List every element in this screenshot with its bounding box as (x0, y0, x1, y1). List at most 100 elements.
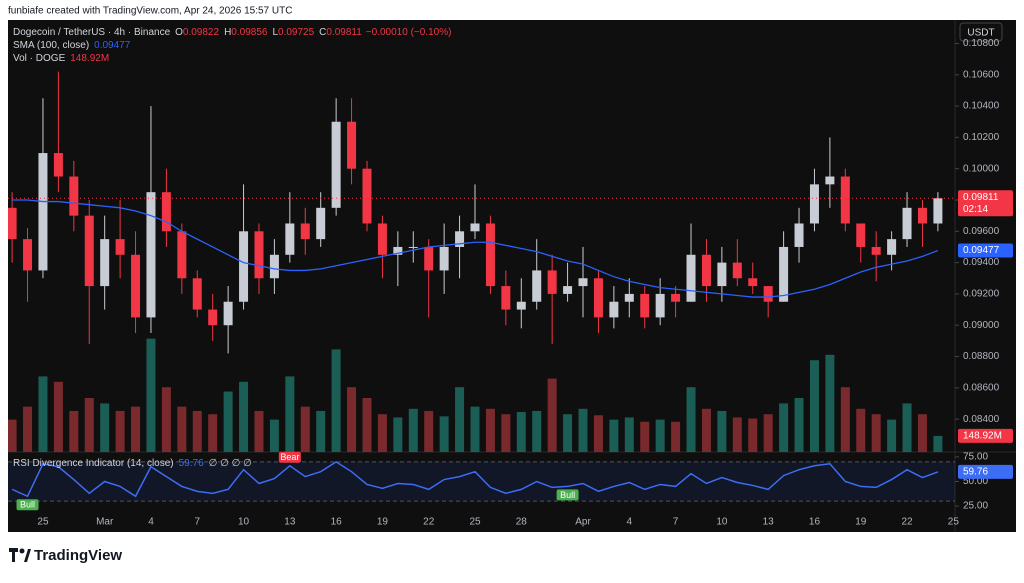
volume-bar (316, 410, 326, 452)
volume-bar (794, 398, 804, 452)
candle-body (424, 246, 434, 271)
main-pane (8, 71, 943, 452)
x-tick-label: 16 (809, 517, 821, 528)
volume-bar (254, 410, 264, 452)
candle-body (593, 278, 603, 318)
candle-body (146, 192, 156, 318)
x-tick-label: 19 (855, 517, 867, 528)
rsi-annotation-box (16, 499, 39, 511)
candle-body (624, 293, 634, 302)
x-tick-label: 10 (238, 517, 250, 528)
volume-bar (69, 410, 79, 452)
volume-bar (609, 419, 619, 452)
y-tick-label: 0.10200 (963, 132, 1000, 143)
rsi-tick-label: 50.00 (963, 476, 988, 487)
currency-button[interactable] (959, 22, 1003, 42)
volume-bar (578, 408, 588, 452)
rsi-annotation-box (556, 489, 579, 501)
volume-bar (686, 387, 696, 452)
x-tick-label: 25 (37, 517, 49, 528)
volume-bar (856, 408, 866, 452)
candle-body (223, 301, 233, 326)
legend-text: RSI Divergence Indicator (14, close) (13, 458, 174, 469)
y-tick-label: 0.10000 (963, 163, 1000, 174)
candle-body (887, 239, 897, 255)
x-tick-label: 4 (627, 517, 633, 528)
currency[interactable]: USDT (967, 28, 994, 39)
volume-bar (748, 418, 758, 452)
x-tick-label: 10 (716, 517, 728, 528)
candle-body (856, 223, 866, 247)
candle-body (439, 246, 449, 271)
candle-body (254, 231, 264, 279)
candle-body (501, 286, 511, 310)
candle-body (300, 223, 310, 240)
volume-bar (161, 387, 171, 452)
volume-bar (887, 419, 897, 452)
volume-bar (933, 435, 943, 452)
volume-bar (809, 360, 819, 452)
legend-text: 0.09822 (183, 27, 220, 38)
candle-body (809, 184, 819, 224)
candle-body (640, 293, 650, 318)
chart-bg (8, 20, 1016, 532)
candle-body (701, 254, 711, 287)
volume-bar (300, 406, 310, 452)
volume-bar (917, 414, 927, 452)
candle-body (84, 215, 94, 287)
candle-body (748, 278, 758, 287)
volume-bar (871, 414, 881, 452)
sma-price-label: 0.09477 (963, 245, 1000, 256)
volume-bar (516, 412, 526, 452)
x-tick-label: 19 (377, 517, 389, 528)
sma-line (12, 199, 939, 298)
volume-bar (84, 398, 94, 452)
volume-bar (825, 354, 835, 452)
rsi-annotation: Bull (20, 500, 35, 510)
candle-body (470, 223, 480, 232)
volume-bar (269, 419, 279, 452)
legend-text: 0.09477 (94, 40, 131, 51)
candle-body (393, 246, 403, 255)
volume-bar (717, 410, 727, 452)
volume-bar (408, 408, 418, 452)
candle-body (23, 239, 33, 271)
candle-body (563, 286, 573, 294)
volume-bar (53, 381, 63, 452)
sma-box (958, 243, 1013, 258)
candle-body (794, 223, 804, 247)
y-tick-label: 0.09200 (963, 289, 1000, 300)
x-tick-label: 25 (469, 517, 481, 528)
volume-bar (485, 408, 495, 452)
tv-logo (9, 548, 31, 562)
candle-body (269, 254, 279, 279)
x-tick-label: 7 (194, 517, 200, 528)
rsi-value-label: 59.76 (963, 467, 988, 478)
y-tick-label: 0.09400 (963, 257, 1000, 268)
legend-line: SMA (100, close) 0.09477 (13, 40, 131, 51)
volume-bar (470, 406, 480, 452)
legend-text: Vol · DOGE (13, 53, 66, 64)
volume-bar (624, 417, 634, 452)
legend-text: 0.09856 (231, 27, 268, 38)
candle-body (732, 262, 742, 279)
candle-body (331, 121, 341, 208)
candle-body (285, 223, 295, 255)
rsi-line (11, 460, 939, 498)
legend-line: Dogecoin / TetherUS · 4h · Binance O0.098… (13, 27, 451, 38)
volume-bar (177, 406, 187, 452)
candle-body (38, 153, 48, 271)
legend-text: ∅ ∅ ∅ ∅ (209, 458, 252, 469)
volume-bar (501, 414, 511, 452)
volume-bar (146, 338, 156, 452)
volume-bar (331, 349, 341, 452)
x-tick-label: 25 (948, 517, 960, 528)
y-tick-label: 0.09000 (963, 320, 1000, 331)
volume-bar (23, 406, 33, 452)
volume-bar (732, 417, 742, 452)
candle-body (840, 176, 850, 224)
candle-body (8, 207, 17, 240)
x-tick-label: 28 (516, 517, 528, 528)
x-tick-label: 22 (423, 517, 435, 528)
